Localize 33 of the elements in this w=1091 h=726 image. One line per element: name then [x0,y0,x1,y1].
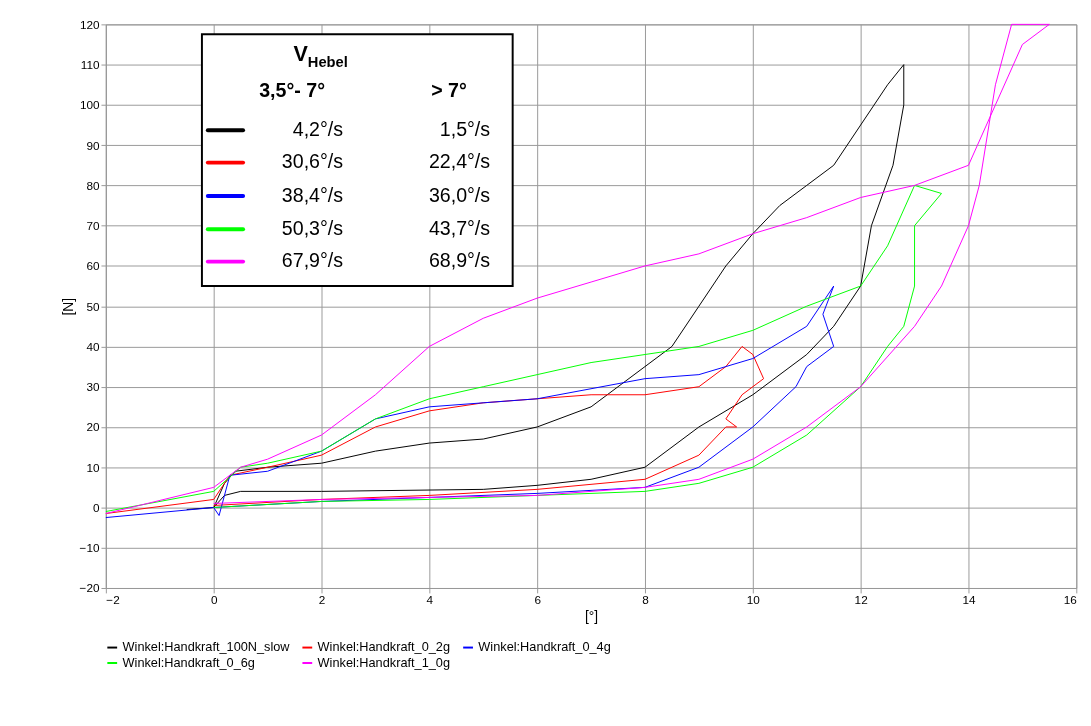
x-tick-label: 8 [642,593,650,607]
x-tick-label: 12 [854,593,868,607]
legend-label: Winkel:Handkraft_1_0g [317,654,450,670]
y-tick-label: 100 [79,98,100,112]
y-axis-title: [N] [60,297,76,316]
y-tick-label: 0 [92,500,100,514]
x-tick-label: −2 [106,593,120,607]
legend-label: Winkel:Handkraft_100N_slow [122,639,291,655]
y-tick-label: −10 [79,541,100,555]
x-tick-label: 14 [962,593,976,607]
x-tick-label: 2 [318,593,326,607]
legend-label: Winkel:Handkraft_0_2g [317,639,450,655]
legend-label: Winkel:Handkraft_0_6g [122,654,255,670]
y-tick-label: 90 [86,138,100,152]
y-tick-label: 80 [86,178,100,192]
x-tick-label: 4 [426,593,434,607]
legend-label: Winkel:Handkraft_0_4g [478,639,611,655]
x-tick-label: 16 [1063,593,1078,607]
line-series [105,184,942,513]
y-tick-label: 120 [79,17,100,31]
x-tick-label: 6 [534,593,542,607]
y-tick-label: 20 [86,420,100,434]
x-tick-label: 0 [210,593,218,607]
x-axis-title: [°] [585,608,599,624]
x-tick-label: 10 [746,593,761,607]
y-tick-label: −20 [79,581,100,595]
y-tick-label: 50 [86,299,100,313]
y-tick-label: 10 [86,460,100,474]
y-tick-label: 40 [86,339,100,353]
y-tick-label: 70 [86,219,100,233]
y-tick-label: 30 [86,380,100,394]
y-tick-label: 110 [80,58,100,72]
y-tick-label: 60 [86,259,100,273]
